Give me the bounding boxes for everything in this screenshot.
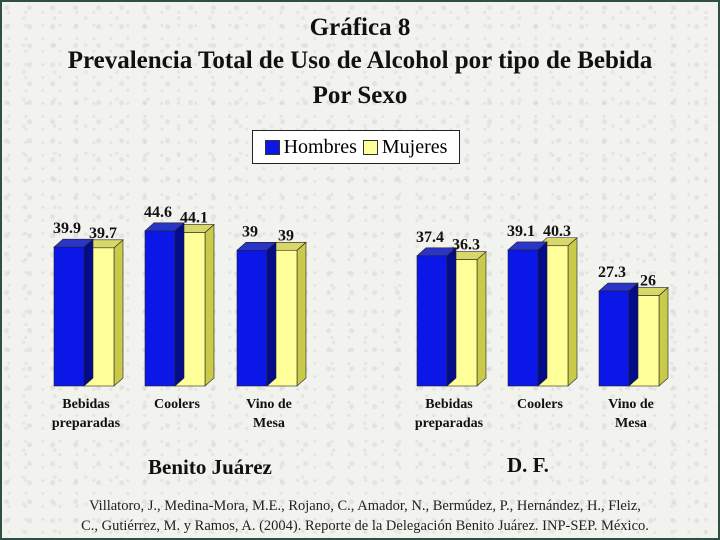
citation-line-1: Villatoro, J., Medina-Mora, M.E., Rojano… [89,498,641,514]
legend-item-mujeres: Mujeres [362,135,448,159]
bar-benito-juarez-coolers-hombres-side [174,222,185,387]
bar-df-bebidas-preparadas-mujeres-side [476,251,487,387]
category-label-df-bebidas-preparadas-line-1: Bebidas [425,397,473,412]
value-label-benito-juarez-vino-de-mesa-mujeres: 39 [278,227,294,244]
chart-title-subtitle: Por Sexo [312,82,408,109]
bar-benito-juarez-bebidas-preparadas-hombres [53,246,85,387]
legend-label-hombres: Hombres [283,135,357,158]
bar-benito-juarez-vino-de-mesa-hombres [236,249,268,387]
legend-label-mujeres: Mujeres [381,135,448,158]
bar-benito-juarez-bebidas-preparadas-hombres-side [83,238,94,387]
legend-swatch-mujeres [362,139,378,155]
value-label-benito-juarez-coolers-hombres: 44.6 [144,204,172,221]
value-label-df-bebidas-preparadas-hombres: 37.4 [416,229,444,246]
legend-swatch-hombres [264,139,280,155]
bar-df-vino-de-mesa-hombres-side [628,282,639,387]
value-label-benito-juarez-vino-de-mesa-hombres: 39 [242,223,258,240]
bar-benito-juarez-coolers-mujeres-side [204,223,215,387]
value-label-df-coolers-hombres: 39.1 [507,223,535,240]
category-label-df-coolers-line-1: Coolers [517,397,563,412]
bar-df-coolers-hombres [507,249,539,387]
value-label-benito-juarez-coolers-mujeres: 44.1 [180,210,208,227]
category-label-df-vino-de-mesa-line-1: Vino de [608,397,654,412]
bar-df-coolers-mujeres-side [567,237,578,387]
category-label-df-bebidas-preparadas-line-2: preparadas [415,416,484,431]
region-label-benito-juarez: Benito Juárez [148,455,272,479]
bar-df-coolers-hombres-side [537,241,548,387]
category-label-df-vino-de-mesa-line-2: Mesa [615,416,647,431]
bar-df-bebidas-preparadas-hombres [416,255,448,387]
category-label-benito-juarez-bebidas-preparadas-line-1: Bebidas [62,397,110,412]
chart-title-number: Gráfica 8 [309,14,411,41]
value-label-df-bebidas-preparadas-mujeres: 36.3 [452,237,480,254]
chart-legend: Hombres Mujeres [252,130,460,164]
bar-benito-juarez-coolers-hombres [144,230,176,387]
citation-line-2: C., Gutiérrez, M. y Ramos, A. (2004). Re… [81,518,649,534]
bar-df-vino-de-mesa-mujeres-side [658,286,669,387]
bar-df-bebidas-preparadas-hombres-side [446,247,457,387]
value-label-df-coolers-mujeres: 40.3 [543,223,571,240]
value-label-benito-juarez-bebidas-preparadas-mujeres: 39.7 [89,225,117,242]
value-label-df-vino-de-mesa-mujeres: 26 [640,273,656,290]
category-label-benito-juarez-bebidas-preparadas-line-2: preparadas [52,416,121,431]
bar-df-vino-de-mesa-hombres [598,290,630,387]
bar-benito-juarez-vino-de-mesa-mujeres-side [296,241,307,387]
chart-title-main: Prevalencia Total de Uso de Alcohol por … [67,47,653,74]
category-label-benito-juarez-coolers-line-1: Coolers [154,397,200,412]
region-label-df: D. F. [507,453,549,477]
category-label-benito-juarez-vino-de-mesa-line-2: Mesa [253,416,285,431]
category-label-benito-juarez-vino-de-mesa-line-1: Vino de [246,397,292,412]
citation: Villatoro, J., Medina-Mora, M.E., Rojano… [20,496,710,536]
value-label-benito-juarez-bebidas-preparadas-hombres: 39.9 [53,220,81,237]
bar-benito-juarez-vino-de-mesa-hombres-side [266,241,277,387]
value-label-df-vino-de-mesa-hombres: 27.3 [598,264,626,281]
legend-item-hombres: Hombres [264,135,357,159]
bar-benito-juarez-bebidas-preparadas-mujeres-side [113,239,124,387]
